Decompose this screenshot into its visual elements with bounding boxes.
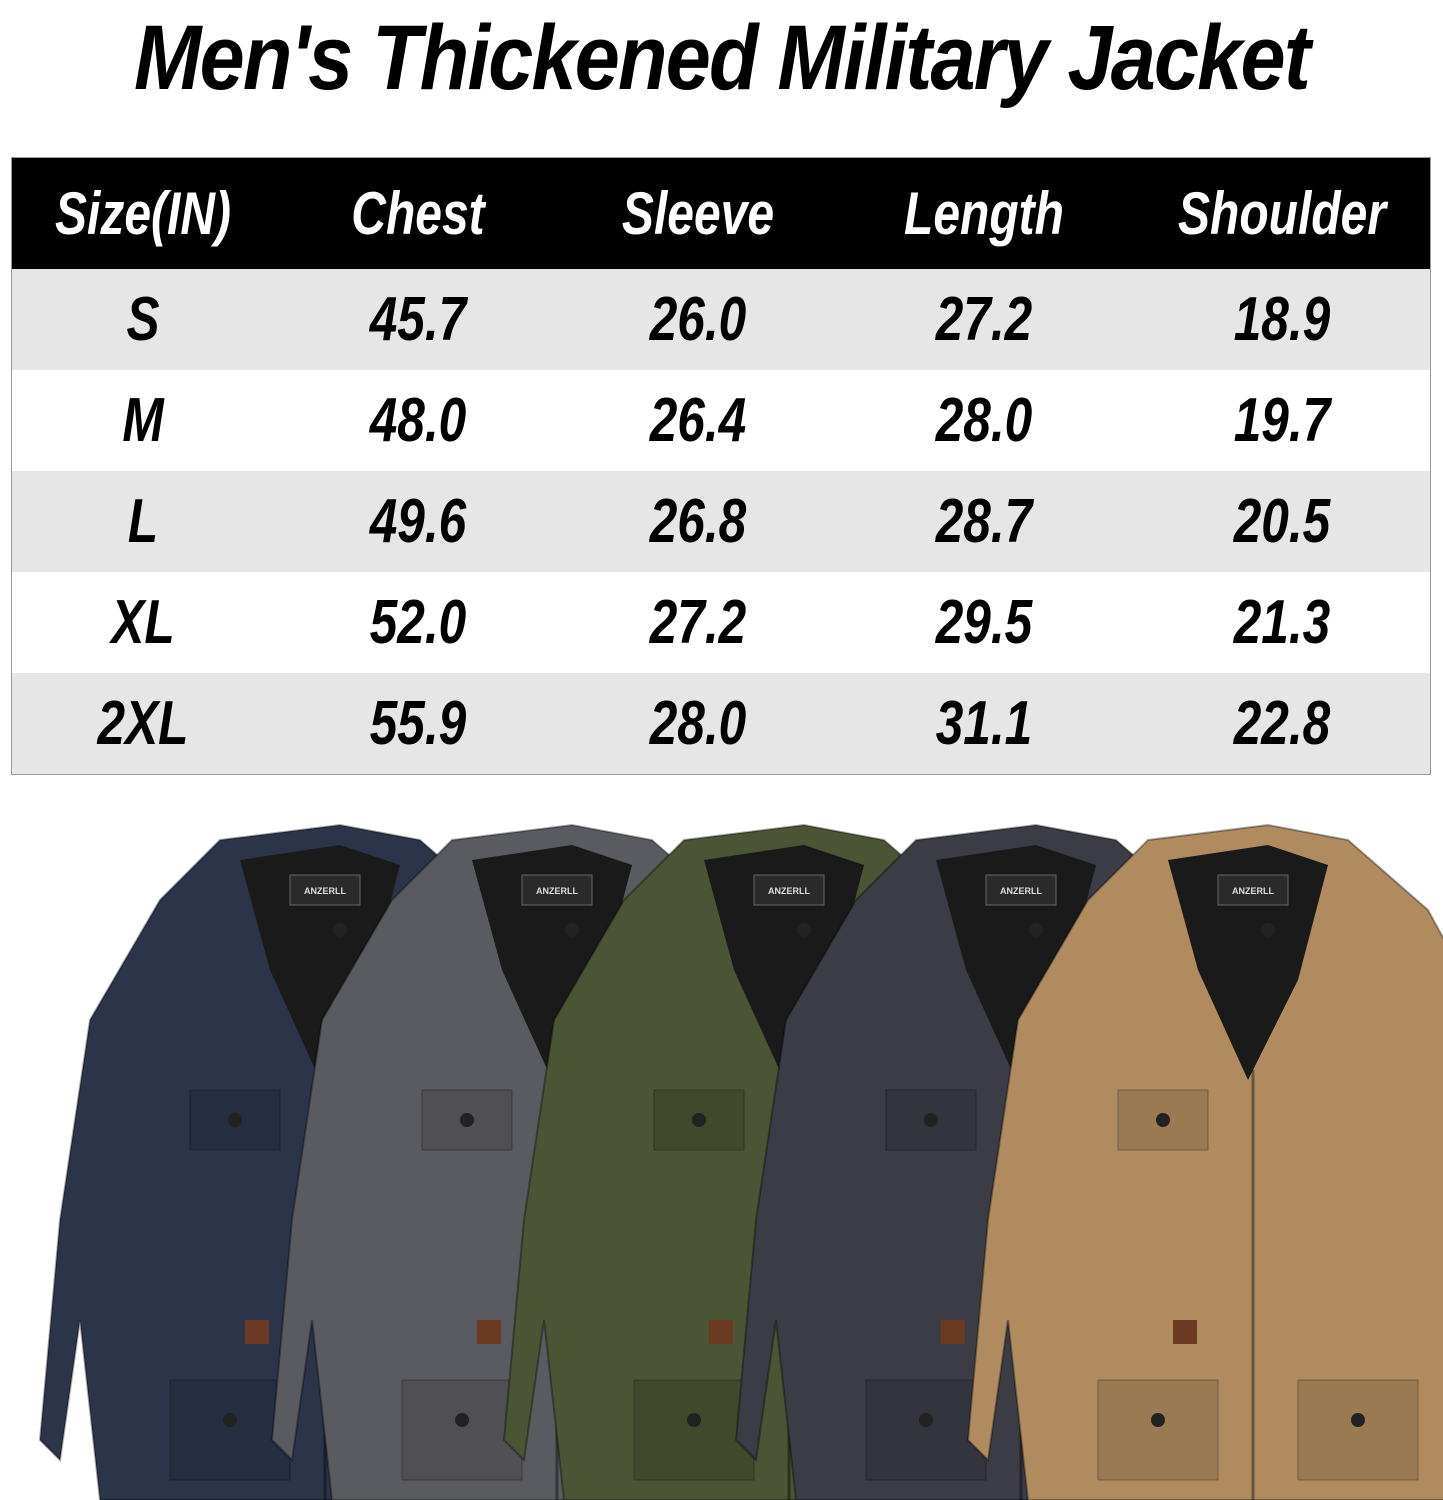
header-cell: Chest bbox=[351, 180, 485, 247]
lower-pocket bbox=[169, 1379, 291, 1481]
brand-label-text: ANZERLL bbox=[304, 886, 346, 896]
size-cell: M bbox=[122, 386, 164, 455]
table-row: M 48.0 26.4 28.0 19.7 bbox=[12, 370, 1430, 471]
size-cell: 2XL bbox=[97, 689, 189, 758]
size-cell: L bbox=[127, 487, 159, 556]
measurement-cell: 26.8 bbox=[649, 487, 747, 556]
button-icon bbox=[919, 1413, 933, 1427]
measurement-cell: 26.4 bbox=[649, 386, 747, 455]
button-icon bbox=[228, 1113, 242, 1127]
measurement-cell: 52.0 bbox=[369, 588, 467, 657]
lower-pocket bbox=[1297, 1379, 1419, 1481]
header-cell: Size(IN) bbox=[54, 180, 232, 247]
size-cell: XL bbox=[111, 588, 175, 657]
table-row: 2XL 55.9 28.0 31.1 22.8 bbox=[12, 673, 1430, 774]
measurement-cell: 28.7 bbox=[935, 487, 1033, 556]
brand-label-tag bbox=[1217, 874, 1289, 906]
lower-pocket bbox=[865, 1379, 987, 1481]
measurement-cell: 28.0 bbox=[935, 386, 1033, 455]
button-icon bbox=[1351, 1413, 1365, 1427]
button-icon bbox=[455, 1413, 469, 1427]
button-icon bbox=[460, 1113, 474, 1127]
button-icon bbox=[924, 1113, 938, 1127]
table-header-row: Size(IN) Chest Sleeve Length Shoulder bbox=[12, 158, 1430, 269]
button-icon bbox=[687, 1413, 701, 1427]
drawcord-tab bbox=[1173, 1320, 1197, 1344]
measurement-cell: 29.5 bbox=[935, 588, 1033, 657]
measurement-cell: 48.0 bbox=[369, 386, 467, 455]
brand-label-text: ANZERLL bbox=[536, 886, 578, 896]
table-row: XL 52.0 27.2 29.5 21.3 bbox=[12, 572, 1430, 673]
measurement-cell: 31.1 bbox=[935, 689, 1033, 758]
table-row: S 45.7 26.0 27.2 18.9 bbox=[12, 269, 1430, 370]
jacket-5: ANZERLL bbox=[966, 823, 1443, 1500]
measurement-cell: 49.6 bbox=[369, 487, 467, 556]
measurement-cell: 18.9 bbox=[1233, 285, 1331, 354]
brand-label-tag bbox=[985, 874, 1057, 906]
brand-label-text: ANZERLL bbox=[1232, 886, 1274, 896]
measurement-cell: 55.9 bbox=[369, 689, 467, 758]
measurement-cell: 26.0 bbox=[649, 285, 747, 354]
button-icon bbox=[1029, 923, 1043, 937]
brand-label-tag bbox=[289, 874, 361, 906]
header-cell: Shoulder bbox=[1177, 180, 1386, 247]
lower-pocket bbox=[401, 1379, 523, 1481]
brand-label-tag bbox=[753, 874, 825, 906]
size-chart-table: Size(IN) Chest Sleeve Length Shoulder S 4… bbox=[11, 157, 1431, 775]
button-icon bbox=[1151, 1413, 1165, 1427]
measurement-cell: 28.0 bbox=[649, 689, 747, 758]
button-icon bbox=[1156, 1113, 1170, 1127]
button-icon bbox=[692, 1113, 706, 1127]
lower-pocket bbox=[633, 1379, 755, 1481]
product-title: Men's Thickened Military Jacket bbox=[133, 7, 1311, 109]
measurement-cell: 22.8 bbox=[1233, 689, 1331, 758]
jacket-color-lineup-image: ANZERLL ANZERLL ANZERLL ANZERLL ANZERLL bbox=[38, 823, 1443, 1500]
table-row: L 49.6 26.8 28.7 20.5 bbox=[12, 471, 1430, 572]
drawcord-tab bbox=[709, 1320, 733, 1344]
button-icon bbox=[1261, 923, 1275, 937]
brand-label-text: ANZERLL bbox=[1000, 886, 1042, 896]
measurement-cell: 27.2 bbox=[649, 588, 747, 657]
size-cell: S bbox=[126, 285, 160, 354]
drawcord-tab bbox=[245, 1320, 269, 1344]
button-icon bbox=[223, 1413, 237, 1427]
brand-label-tag bbox=[521, 874, 593, 906]
header-cell: Length bbox=[904, 180, 1064, 247]
button-icon bbox=[333, 923, 347, 937]
drawcord-tab bbox=[941, 1320, 965, 1344]
brand-label-text: ANZERLL bbox=[768, 886, 810, 896]
measurement-cell: 19.7 bbox=[1233, 386, 1331, 455]
button-icon bbox=[797, 923, 811, 937]
measurement-cell: 27.2 bbox=[935, 285, 1033, 354]
measurement-cell: 20.5 bbox=[1233, 487, 1331, 556]
drawcord-tab bbox=[477, 1320, 501, 1344]
header-cell: Sleeve bbox=[621, 180, 775, 247]
measurement-cell: 21.3 bbox=[1233, 588, 1331, 657]
measurement-cell: 45.7 bbox=[369, 285, 467, 354]
button-icon bbox=[565, 923, 579, 937]
lower-pocket bbox=[1097, 1379, 1219, 1481]
